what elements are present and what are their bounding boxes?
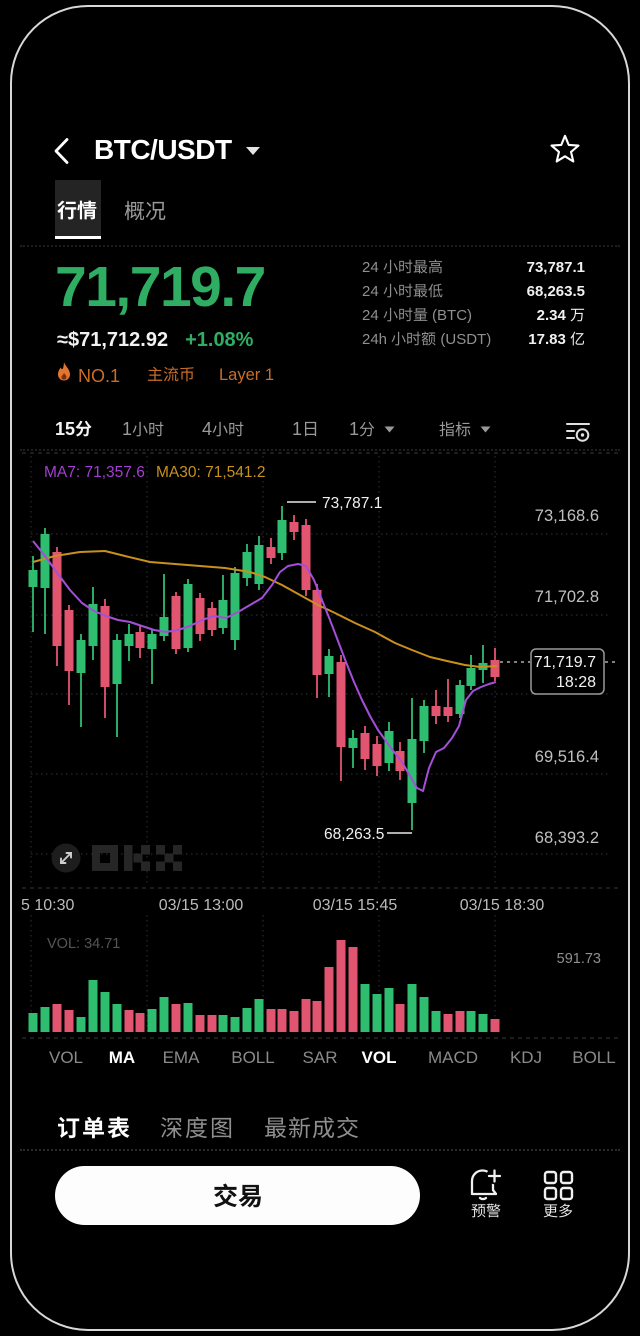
svg-text:5 10:30: 5 10:30 <box>21 897 74 914</box>
svg-text:03/15 13:00: 03/15 13:00 <box>159 897 244 914</box>
svg-text:VOL: 34.71: VOL: 34.71 <box>47 936 120 952</box>
svg-text:03/15 15:45: 03/15 15:45 <box>313 897 398 914</box>
svg-text:73,168.6: 73,168.6 <box>535 507 599 525</box>
svg-text:KDJ: KDJ <box>510 1048 542 1067</box>
svg-text:73,787.1: 73,787.1 <box>322 495 382 512</box>
svg-text:MACD: MACD <box>428 1048 478 1067</box>
svg-text:MA: MA <box>109 1048 135 1067</box>
svg-text:69,516.4: 69,516.4 <box>535 748 599 766</box>
svg-text:EMA: EMA <box>163 1048 201 1067</box>
svg-text:BOLL: BOLL <box>231 1048 274 1067</box>
svg-text:MA30: 71,541.2: MA30: 71,541.2 <box>156 464 265 481</box>
svg-text:68,263.5: 68,263.5 <box>324 826 384 843</box>
svg-text:MA7: 71,357.6: MA7: 71,357.6 <box>44 464 145 481</box>
svg-text:BOLL: BOLL <box>572 1048 615 1067</box>
svg-text:68,393.2: 68,393.2 <box>535 829 599 847</box>
svg-text:SAR: SAR <box>303 1048 338 1067</box>
svg-text:71,702.8: 71,702.8 <box>535 588 599 606</box>
svg-text:VOL: VOL <box>49 1048 83 1067</box>
svg-text:VOL: VOL <box>362 1048 397 1067</box>
svg-text:71,719.7: 71,719.7 <box>534 654 596 671</box>
svg-text:591.73: 591.73 <box>557 951 601 967</box>
svg-text:03/15 18:30: 03/15 18:30 <box>460 897 545 914</box>
svg-text:18:28: 18:28 <box>556 674 596 691</box>
